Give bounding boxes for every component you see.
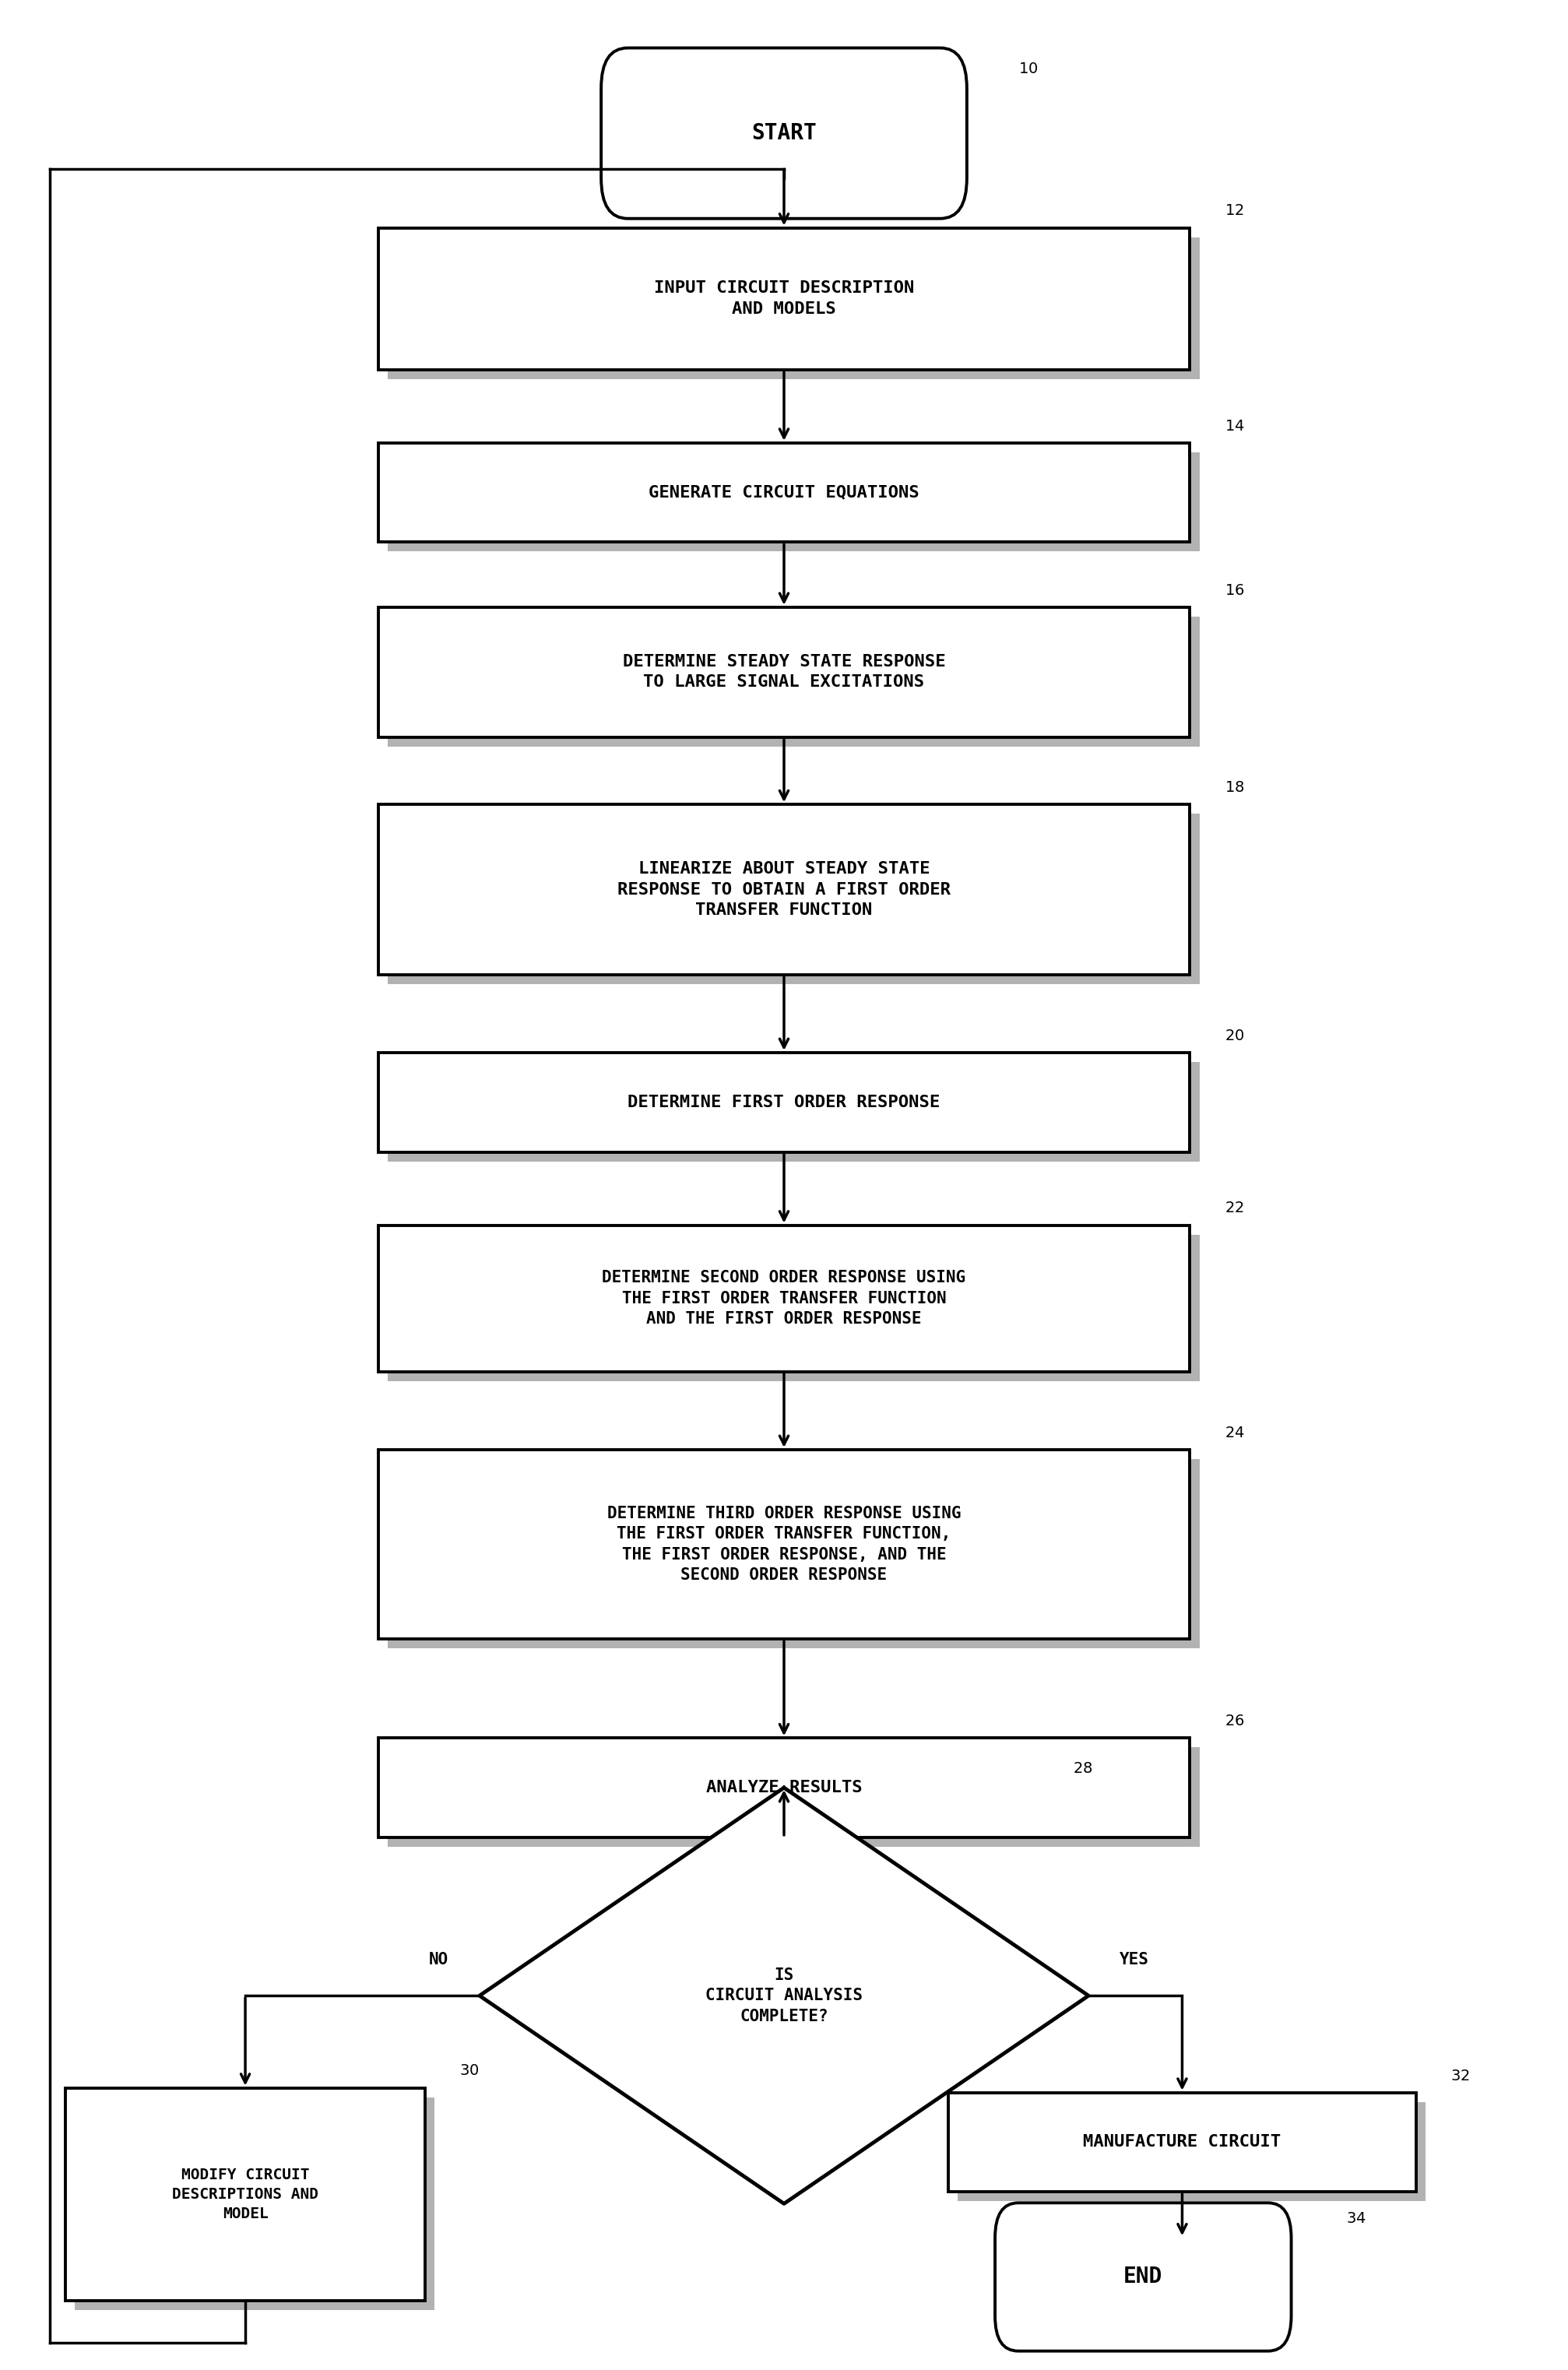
Text: $\mathit{20}$: $\mathit{20}$ [1225, 1029, 1243, 1043]
FancyBboxPatch shape [601, 47, 967, 218]
Text: DETERMINE STEADY STATE RESPONSE
TO LARGE SIGNAL EXCITATIONS: DETERMINE STEADY STATE RESPONSE TO LARGE… [622, 654, 946, 690]
Text: $\mathit{10}$: $\mathit{10}$ [1018, 62, 1038, 76]
Bar [387, 813, 1200, 984]
Text: START: START [751, 123, 817, 145]
Bar [378, 443, 1190, 543]
Text: $\mathit{16}$: $\mathit{16}$ [1225, 583, 1245, 597]
Text: DETERMINE SECOND ORDER RESPONSE USING
THE FIRST ORDER TRANSFER FUNCTION
AND THE : DETERMINE SECOND ORDER RESPONSE USING TH… [602, 1270, 966, 1327]
Text: $\mathit{18}$: $\mathit{18}$ [1225, 780, 1243, 794]
Text: ANALYZE RESULTS: ANALYZE RESULTS [706, 1780, 862, 1796]
Bar [387, 616, 1200, 747]
Bar [387, 237, 1200, 379]
Text: $\mathit{14}$: $\mathit{14}$ [1225, 419, 1245, 434]
Text: $\mathit{24}$: $\mathit{24}$ [1225, 1424, 1245, 1441]
Text: YES: YES [1120, 1953, 1149, 1967]
Text: END: END [1124, 2266, 1163, 2287]
Text: GENERATE CIRCUIT EQUATIONS: GENERATE CIRCUIT EQUATIONS [649, 486, 919, 500]
Bar [75, 2097, 434, 2311]
Text: MANUFACTURE CIRCUIT: MANUFACTURE CIRCUIT [1083, 2135, 1281, 2150]
Bar [387, 1460, 1200, 1647]
Bar [387, 1747, 1200, 1846]
Bar [958, 2102, 1425, 2202]
Polygon shape [480, 1787, 1088, 2204]
Text: $\mathit{34}$: $\mathit{34}$ [1347, 2211, 1366, 2225]
Text: $\mathit{32}$: $\mathit{32}$ [1450, 2069, 1471, 2083]
Text: DETERMINE THIRD ORDER RESPONSE USING
THE FIRST ORDER TRANSFER FUNCTION,
THE FIRS: DETERMINE THIRD ORDER RESPONSE USING THE… [607, 1505, 961, 1583]
Text: LINEARIZE ABOUT STEADY STATE
RESPONSE TO OBTAIN A FIRST ORDER
TRANSFER FUNCTION: LINEARIZE ABOUT STEADY STATE RESPONSE TO… [618, 860, 950, 917]
Text: INPUT CIRCUIT DESCRIPTION
AND MODELS: INPUT CIRCUIT DESCRIPTION AND MODELS [654, 280, 914, 318]
Bar [949, 2093, 1416, 2192]
Bar [378, 607, 1190, 737]
Text: $\mathit{28}$: $\mathit{28}$ [1073, 1761, 1093, 1775]
Bar [387, 1062, 1200, 1161]
Text: $\mathit{22}$: $\mathit{22}$ [1225, 1202, 1243, 1216]
Text: $\mathit{30}$: $\mathit{30}$ [459, 2064, 478, 2078]
Bar [378, 228, 1190, 370]
Bar [378, 803, 1190, 974]
Text: $\mathit{26}$: $\mathit{26}$ [1225, 1714, 1245, 1728]
Bar [66, 2088, 425, 2301]
Bar [378, 1052, 1190, 1152]
Bar [387, 1235, 1200, 1382]
Bar [387, 453, 1200, 552]
Text: $\mathit{12}$: $\mathit{12}$ [1225, 204, 1243, 218]
Bar [378, 1737, 1190, 1837]
Text: MODIFY CIRCUIT
DESCRIPTIONS AND
MODEL: MODIFY CIRCUIT DESCRIPTIONS AND MODEL [172, 2166, 318, 2221]
Text: NO: NO [428, 1953, 448, 1967]
Text: IS
CIRCUIT ANALYSIS
COMPLETE?: IS CIRCUIT ANALYSIS COMPLETE? [706, 1967, 862, 2024]
Bar [378, 1450, 1190, 1638]
FancyBboxPatch shape [996, 2202, 1292, 2351]
Text: DETERMINE FIRST ORDER RESPONSE: DETERMINE FIRST ORDER RESPONSE [627, 1095, 941, 1109]
Bar [378, 1225, 1190, 1372]
